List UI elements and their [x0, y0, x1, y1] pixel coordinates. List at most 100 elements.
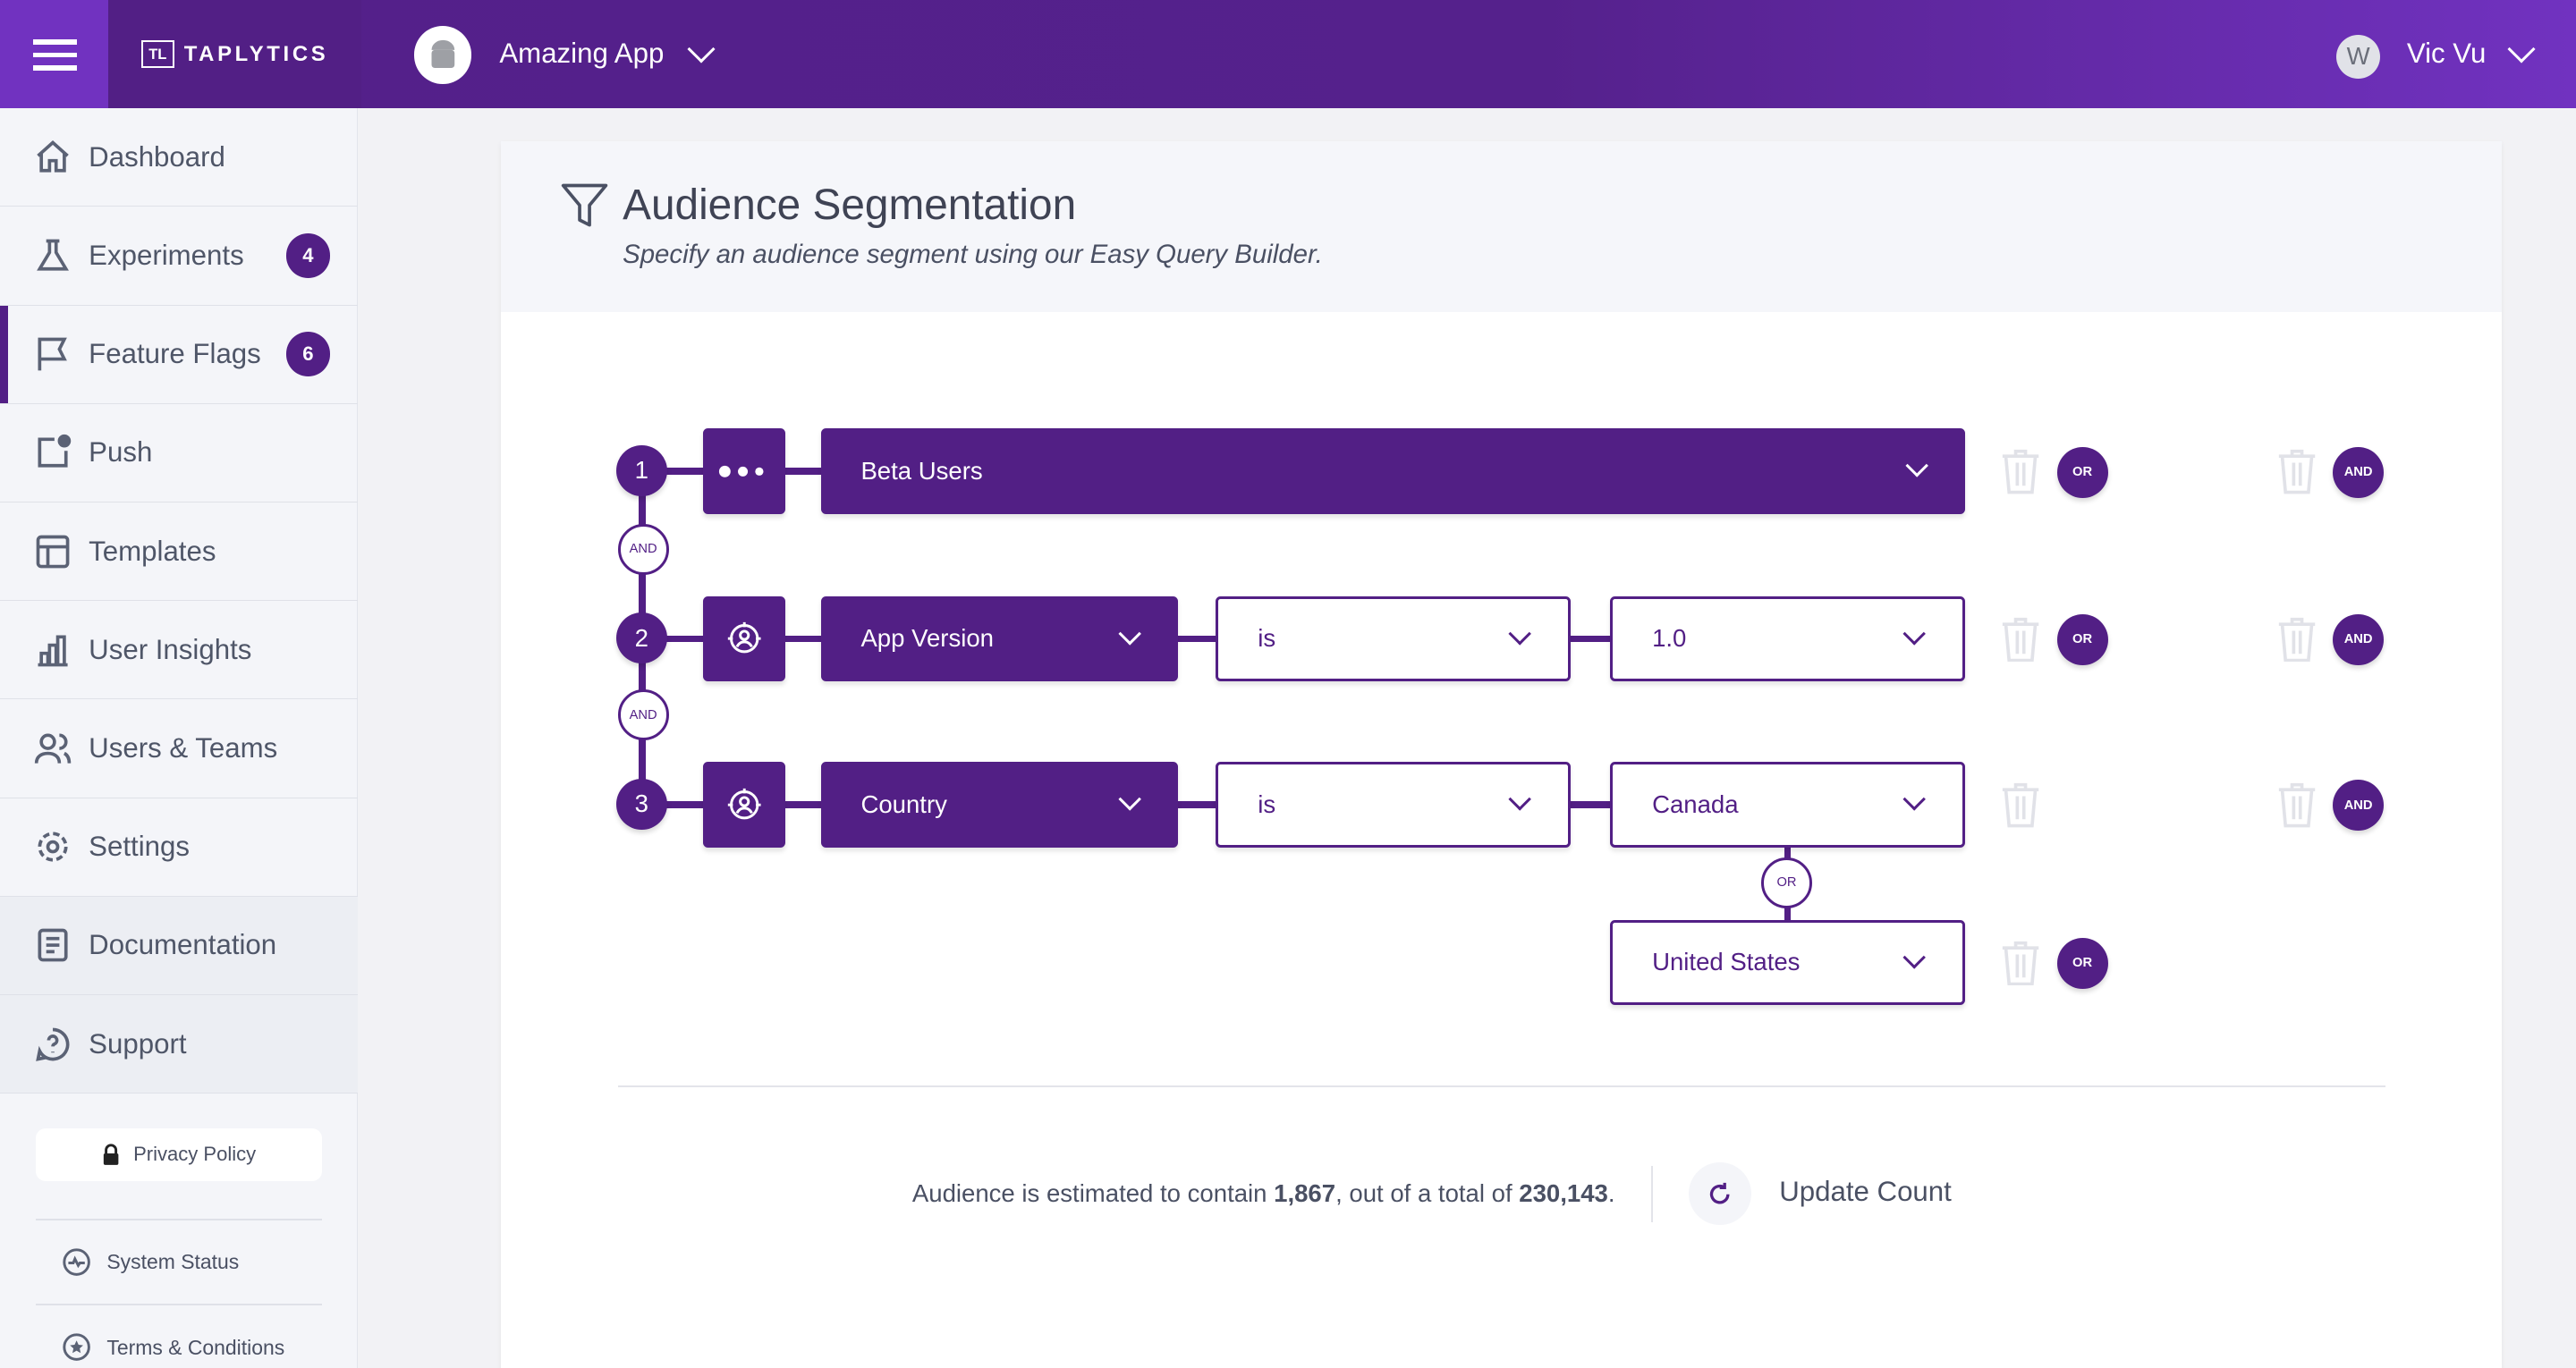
- chevron-down-icon: [1118, 788, 1142, 812]
- trash-icon[interactable]: [2277, 616, 2317, 669]
- value-dropdown[interactable]: 1.0: [1610, 595, 1965, 682]
- field-dropdown[interactable]: Country: [821, 762, 1178, 848]
- trash-icon[interactable]: [2001, 940, 2040, 992]
- sidebar-item-label: User Insights: [89, 633, 252, 665]
- user-target-icon: [727, 622, 761, 654]
- sidebar-item-label: Users & Teams: [89, 732, 278, 764]
- dropdown-value: Canada: [1652, 790, 1739, 818]
- dropdown-value: is: [1258, 790, 1276, 818]
- trash-icon[interactable]: [2001, 616, 2040, 669]
- update-count-button[interactable]: Update Count: [1779, 1176, 1952, 1208]
- flag-icon: [38, 337, 67, 371]
- top-header: [0, 0, 2576, 109]
- segment-type-button[interactable]: [703, 595, 785, 682]
- push-icon: [38, 435, 71, 468]
- or-button[interactable]: OR: [2056, 446, 2108, 498]
- system-status-label: System Status: [106, 1250, 240, 1274]
- android-app-icon[interactable]: [413, 26, 472, 84]
- estimate-total: 230,143: [1519, 1178, 1608, 1207]
- dropdown-value: Beta Users: [860, 457, 983, 486]
- app-selector[interactable]: Amazing App: [499, 38, 665, 70]
- estimate-text: .: [1607, 1178, 1615, 1207]
- dropdown-value: is: [1258, 624, 1276, 653]
- gear-icon: [38, 832, 68, 862]
- operator-dropdown[interactable]: is: [1216, 595, 1571, 682]
- sidebar-item-push[interactable]: Push: [0, 404, 359, 503]
- or-connector[interactable]: OR: [1760, 857, 1812, 908]
- refresh-button[interactable]: [1689, 1162, 1751, 1226]
- audience-segmentation-card: Audience Segmentation Specify an audienc…: [501, 140, 2503, 1368]
- page-title: Audience Segmentation: [623, 182, 1077, 230]
- user-menu[interactable]: Vic Vu: [2406, 38, 2487, 70]
- trash-icon[interactable]: [2277, 781, 2317, 834]
- sidebar-item-label: Templates: [89, 535, 216, 567]
- and-connector[interactable]: AND: [617, 689, 669, 741]
- and-button[interactable]: AND: [2333, 446, 2385, 498]
- dropdown-value: Country: [860, 790, 947, 818]
- chevron-down-icon: [1902, 621, 1927, 646]
- help-icon: [35, 1027, 70, 1061]
- sidebar-item-label: Feature Flags: [89, 338, 261, 370]
- sidebar-item-support[interactable]: Support: [0, 995, 359, 1094]
- trash-icon[interactable]: [2277, 448, 2317, 501]
- or-value-dropdown[interactable]: United States: [1610, 919, 1965, 1006]
- dropdown-value: App Version: [860, 624, 994, 653]
- sidebar-item-label: Settings: [89, 831, 190, 863]
- sidebar-item-feature-flags[interactable]: Feature Flags 6: [0, 305, 359, 404]
- row-number: 1: [615, 444, 667, 496]
- and-button[interactable]: AND: [2333, 780, 2385, 832]
- chevron-down-icon: [1118, 621, 1142, 646]
- users-icon: [34, 733, 71, 764]
- and-connector[interactable]: AND: [617, 523, 669, 575]
- chevron-down-icon: [1902, 945, 1927, 969]
- count-badge: 6: [285, 332, 331, 376]
- segment-dropdown[interactable]: Beta Users: [821, 428, 1965, 514]
- sidebar-item-documentation[interactable]: Documentation: [0, 896, 359, 996]
- sidebar-item-experiments[interactable]: Experiments 4: [0, 207, 359, 306]
- sidebar-item-settings[interactable]: Settings: [0, 798, 359, 897]
- more-icon: [718, 465, 764, 477]
- privacy-policy-button[interactable]: Privacy Policy: [36, 1127, 322, 1181]
- trash-icon[interactable]: [2001, 448, 2040, 501]
- user-target-icon: [727, 788, 761, 820]
- filter-icon: [562, 183, 608, 227]
- and-button[interactable]: AND: [2333, 613, 2385, 665]
- divider: [36, 1304, 322, 1306]
- field-dropdown[interactable]: App Version: [821, 595, 1178, 682]
- estimate-count: 1,867: [1274, 1178, 1336, 1207]
- sidebar-item-templates[interactable]: Templates: [0, 502, 359, 602]
- chevron-down-icon: [1905, 454, 1929, 478]
- lock-icon: [104, 1144, 119, 1166]
- system-status-link[interactable]: System Status: [63, 1248, 239, 1276]
- brand-name: TAPLYTICS: [183, 41, 329, 66]
- segment-type-button[interactable]: [703, 428, 785, 514]
- trash-icon[interactable]: [2001, 781, 2040, 834]
- sidebar-item-dashboard[interactable]: Dashboard: [0, 108, 359, 207]
- segment-type-button[interactable]: [703, 762, 785, 848]
- chevron-down-icon: [1508, 788, 1532, 812]
- dropdown-value: United States: [1652, 948, 1801, 976]
- operator-dropdown[interactable]: is: [1216, 762, 1571, 848]
- estimate-text: , out of a total of: [1335, 1178, 1520, 1207]
- sidebar-item-label: Support: [89, 1027, 187, 1060]
- taplytics-logo[interactable]: TL TAPLYTICS: [108, 0, 362, 109]
- privacy-label: Privacy Policy: [133, 1143, 257, 1166]
- row-number: 2: [615, 612, 667, 664]
- logo-mark: TL: [140, 40, 174, 69]
- divider: [36, 1218, 322, 1220]
- terms-label: Terms & Conditions: [106, 1335, 285, 1359]
- terms-link[interactable]: Terms & Conditions: [63, 1333, 285, 1362]
- menu-button[interactable]: [0, 0, 109, 109]
- or-button[interactable]: OR: [2056, 937, 2108, 989]
- sidebar-item-user-insights[interactable]: User Insights: [0, 601, 359, 700]
- chevron-down-icon: [1508, 621, 1532, 646]
- sidebar-item-label: Experiments: [89, 240, 244, 272]
- or-button[interactable]: OR: [2056, 613, 2108, 665]
- divider: [617, 1085, 2385, 1087]
- flask-icon: [36, 239, 69, 271]
- row-number: 3: [615, 778, 667, 830]
- avatar[interactable]: W: [2335, 34, 2381, 80]
- value-dropdown[interactable]: Canada: [1610, 762, 1965, 848]
- home-icon: [37, 139, 69, 173]
- sidebar-item-users-teams[interactable]: Users & Teams: [0, 699, 359, 798]
